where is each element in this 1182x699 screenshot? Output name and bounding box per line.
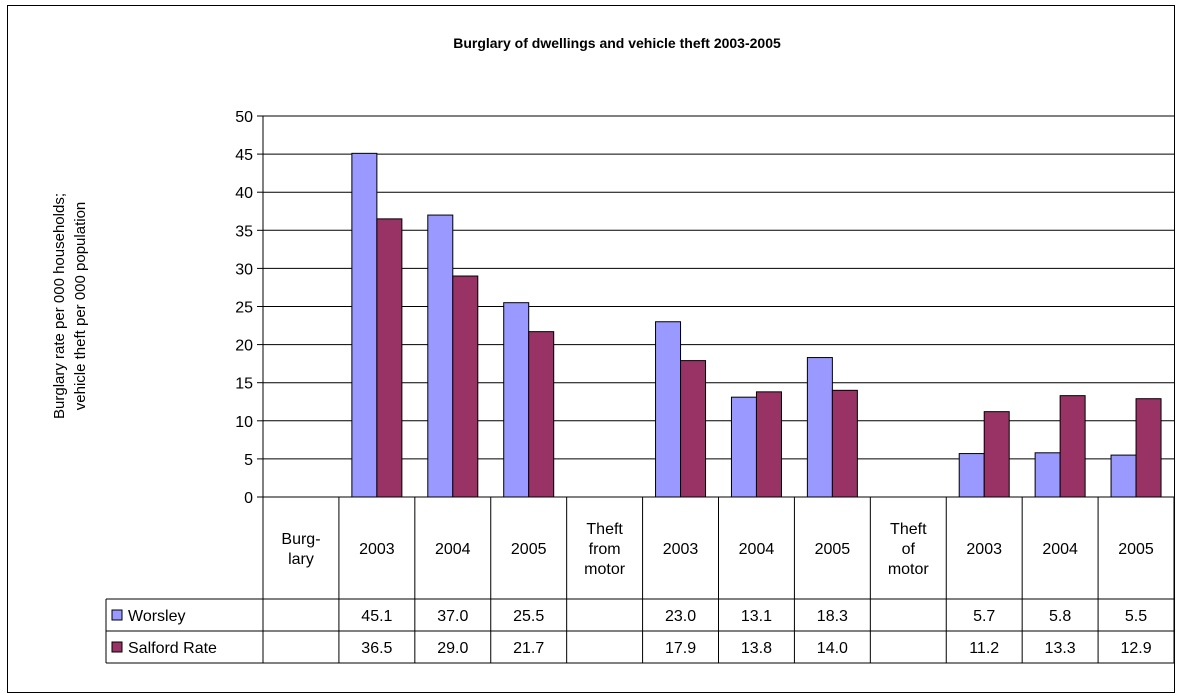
y-axis-label-line: Burglary rate per 000 households; — [51, 193, 68, 419]
y-axis-label: Burglary rate per 000 households; vehicle… — [51, 193, 89, 419]
chart: Burglary of dwellings and vehicle theft … — [51, 35, 1174, 664]
bar-worsley — [503, 302, 530, 498]
data-table-value: 13.3 — [1045, 640, 1076, 657]
data-table-value: 45.1 — [361, 608, 392, 625]
y-tick-label: 0 — [244, 490, 253, 507]
bar-salford-rate — [1135, 398, 1162, 498]
data-table-value: 21.7 — [513, 640, 544, 657]
x-tick-label: Theft — [890, 521, 927, 538]
x-tick-label: 2004 — [1042, 541, 1078, 558]
bar-worsley — [655, 321, 682, 498]
x-tick-label: 2005 — [815, 541, 851, 558]
bars — [351, 152, 1162, 498]
x-tick-label: 2004 — [435, 541, 471, 558]
x-tick-label: 2005 — [511, 541, 547, 558]
data-table-value: 14.0 — [817, 640, 848, 657]
x-tick-label: 2003 — [966, 541, 1002, 558]
y-tick-label: 5 — [244, 452, 253, 469]
x-tick-label: 2004 — [739, 541, 775, 558]
y-axis-label-line: vehicle theft per 000 population — [72, 202, 89, 410]
data-table-value: 17.9 — [665, 640, 696, 657]
data-table-value: 5.5 — [1125, 608, 1147, 625]
data-table-value: 11.2 — [969, 640, 999, 657]
data-table-value: 5.7 — [973, 608, 995, 625]
x-tick-label: 2003 — [359, 541, 395, 558]
x-tick-label: Theft — [586, 521, 623, 538]
data-table-value: 12.9 — [1120, 640, 1151, 657]
x-tick-label: 2005 — [1118, 541, 1154, 558]
bar-salford-rate — [680, 360, 707, 498]
data-table-value: 25.5 — [513, 608, 544, 625]
bar-worsley — [958, 453, 985, 498]
bar-salford-rate — [831, 389, 858, 498]
x-tick-label: motor — [888, 561, 930, 578]
legend-swatch-worsley — [111, 609, 123, 621]
data-table-value: 23.0 — [665, 608, 696, 625]
data-table: Burg-lary 2003 2004 2005 Theft from motor 2003 2… — [105, 497, 1174, 664]
y-tick-label: 40 — [235, 185, 253, 202]
data-table-value: 5.8 — [1049, 608, 1071, 625]
bar-worsley — [806, 357, 833, 498]
x-tick-label: Burg- — [281, 531, 320, 548]
y-tick-label: 20 — [235, 338, 253, 355]
data-table-value: 13.8 — [741, 640, 772, 657]
x-tick-label: from — [589, 541, 621, 558]
bar-salford-rate — [983, 411, 1010, 498]
bar-worsley — [1110, 454, 1137, 498]
y-tick-label: 10 — [235, 414, 253, 431]
y-tick-label: 15 — [235, 376, 253, 393]
legend-swatch-salford-rate — [111, 641, 123, 653]
bar-salford-rate — [452, 275, 479, 498]
bar-worsley — [351, 152, 378, 498]
data-table-value: 37.0 — [437, 608, 468, 625]
data-table-value: 29.0 — [437, 640, 468, 657]
x-tick-label: of — [902, 541, 916, 558]
bar-worsley — [1034, 452, 1061, 498]
gridlines — [263, 115, 1174, 460]
bar-salford-rate — [1059, 395, 1086, 498]
bar-worsley — [427, 214, 454, 498]
y-tick-label: 45 — [235, 147, 253, 164]
data-table-value: 13.1 — [741, 608, 772, 625]
x-tick-label: motor — [584, 561, 626, 578]
y-tick-label: 35 — [235, 223, 253, 240]
legend-label: Worsley — [128, 608, 186, 625]
x-tick-label: 2003 — [663, 541, 699, 558]
y-tick-label: 50 — [235, 109, 253, 126]
bar-worsley — [730, 396, 757, 498]
x-tick-label: lary — [288, 551, 314, 568]
y-tick-label: 30 — [235, 261, 253, 278]
y-tick-labels: 0 5 10 15 20 25 30 35 40 45 50 — [235, 109, 253, 507]
bar-salford-rate — [755, 391, 782, 498]
chart-title: Burglary of dwellings and vehicle theft … — [453, 35, 781, 51]
bar-salford-rate — [528, 331, 555, 498]
bar-salford-rate — [376, 218, 403, 498]
legend-label: Salford Rate — [128, 640, 217, 657]
y-tick-label: 25 — [235, 300, 253, 317]
chart-frame: Burglary of dwellings and vehicle theft … — [7, 5, 1175, 693]
data-table-value: 36.5 — [361, 640, 392, 657]
data-table-value: 18.3 — [817, 608, 848, 625]
